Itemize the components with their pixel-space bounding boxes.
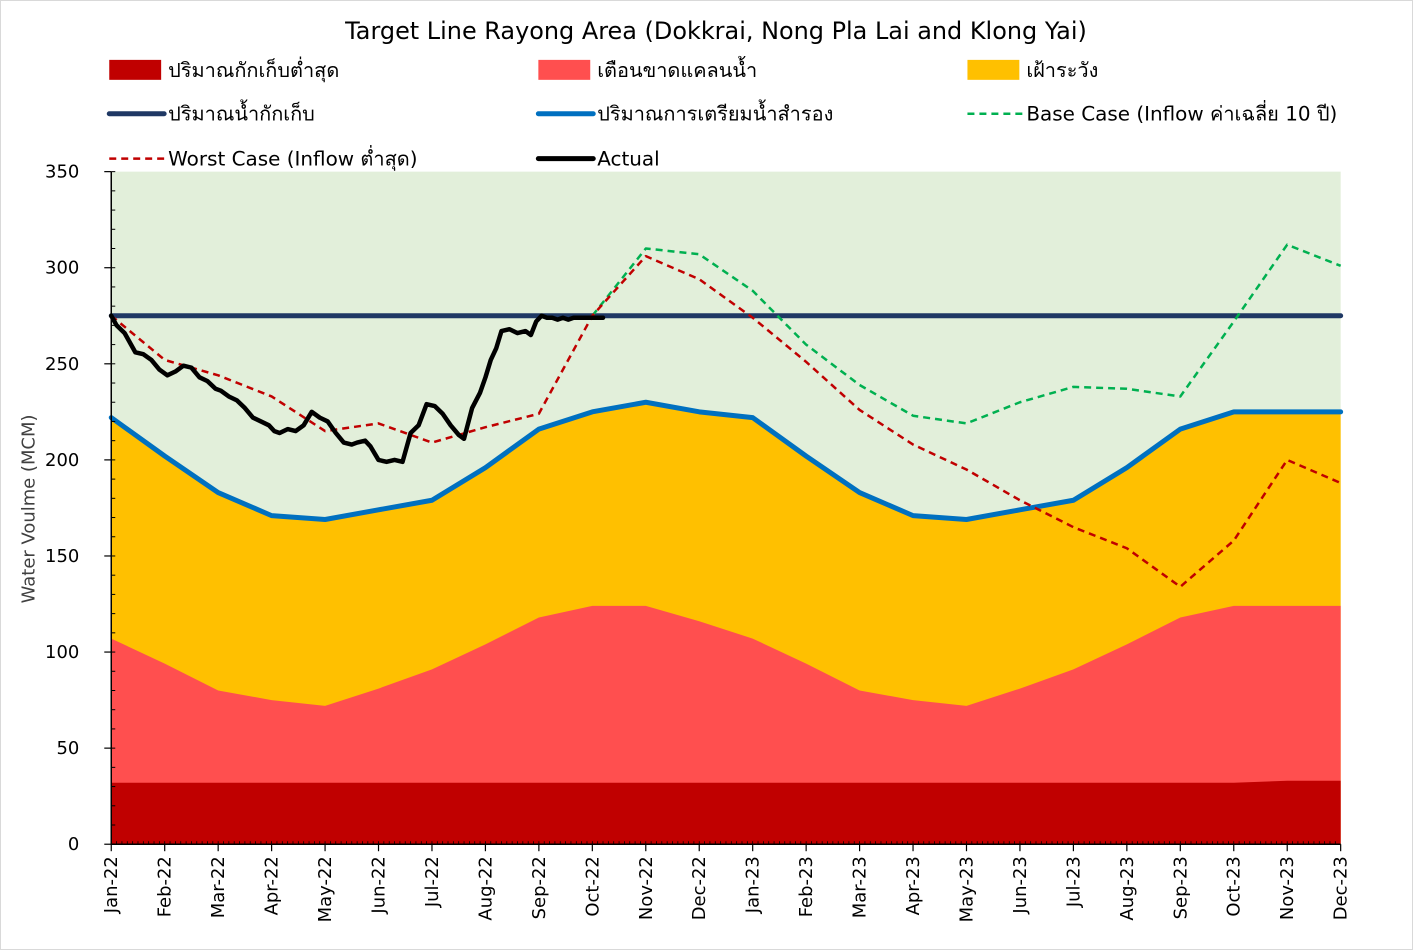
- legend-label: Base Case (Inflow ค่าเฉลี่ย 10 ปี): [1026, 100, 1337, 126]
- x-tick-label: Apr-23: [903, 856, 924, 915]
- series-line-4: [109, 313, 606, 465]
- x-tick-label: Jun-23: [1010, 856, 1031, 914]
- x-tick-label: Sep-22: [529, 856, 550, 919]
- x-tick-label: Sep-23: [1170, 856, 1191, 919]
- x-tick-label: Oct-23: [1224, 856, 1245, 916]
- y-axis-title: Water Voulme (MCM): [18, 415, 39, 604]
- legend-label: ปริมาณกักเก็บต่ำสุด: [168, 56, 339, 83]
- x-tick-label: May-23: [956, 856, 977, 922]
- series-line-1: [108, 399, 1344, 523]
- axes: 0 50 100 150 200 250 300 350 Jan-22 Feb-22 Mar-22 A…: [45, 162, 1352, 923]
- x-tick-label: Oct-22: [582, 856, 603, 916]
- x-tick-label: Dec-23: [1331, 856, 1352, 920]
- y-tick-label: 150: [45, 546, 79, 567]
- legend-label: ปริมาณน้ำกักเก็บ: [168, 100, 315, 126]
- y-tick-label: 300: [45, 258, 79, 279]
- x-tick-label: Mar-22: [208, 856, 229, 918]
- x-tick-label: Aug-22: [475, 856, 496, 920]
- x-tick-label: Jul-22: [422, 856, 443, 908]
- legend-label: Actual: [597, 147, 659, 171]
- y-tick-label: 100: [45, 642, 79, 663]
- legend-swatch: [538, 59, 591, 80]
- legend: ปริมาณกักเก็บต่ำสุด เตือนขาดแคลนน้ำ เฝ้าระ…: [106, 56, 1337, 172]
- y-tick-label: 50: [56, 738, 79, 759]
- y-tick-label: 250: [45, 354, 79, 375]
- x-tick-label: Feb-22: [155, 856, 176, 917]
- y-tick-label: 350: [45, 162, 79, 183]
- x-tick-label: Jan-23: [743, 856, 764, 914]
- y-tick-label: 0: [68, 834, 79, 855]
- x-tick-label: Dec-22: [689, 856, 710, 920]
- legend-swatch: [967, 59, 1020, 80]
- x-tick-label: Jun-22: [369, 856, 390, 914]
- legend-label: เตือนขาดแคลนน้ำ: [597, 56, 757, 82]
- x-tick-label: Apr-22: [262, 856, 283, 915]
- area-0: [111, 780, 1341, 845]
- chart-title: Target Line Rayong Area (Dokkrai, Nong P…: [344, 17, 1087, 45]
- series-lines: [108, 243, 1344, 589]
- legend-label: Worst Case (Inflow ต่ำสุด): [168, 145, 417, 172]
- legend-label: เฝ้าระวัง: [1026, 58, 1098, 82]
- x-tick-label: Aug-23: [1117, 856, 1138, 920]
- series-line-2: [591, 243, 1342, 425]
- x-tick-label: Nov-23: [1277, 856, 1298, 920]
- x-tick-label: Feb-23: [796, 856, 817, 917]
- area-layers: [111, 402, 1341, 845]
- y-tick-label: 200: [45, 450, 79, 471]
- legend-label: ปริมาณการเตรียมน้ำสำรอง: [597, 100, 833, 126]
- series-line-3: [110, 254, 1342, 589]
- x-tick-label: Jul-23: [1063, 856, 1084, 908]
- legend-swatch: [109, 59, 162, 80]
- x-tick-label: Nov-22: [636, 856, 657, 920]
- x-tick-label: Mar-23: [850, 856, 871, 918]
- x-tick-label: Jan-22: [101, 856, 122, 914]
- x-tick-label: May-22: [315, 856, 336, 922]
